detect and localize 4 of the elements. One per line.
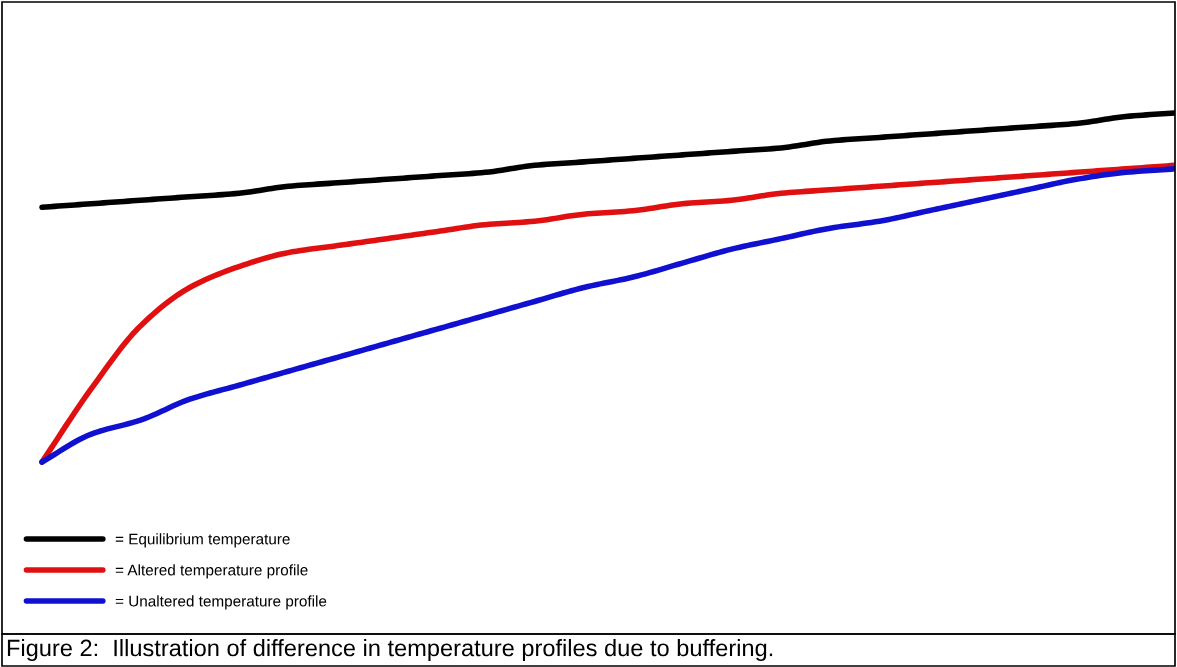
caption: Figure 2: Illustration of difference in temperature profiles due to buffering.: [7, 638, 773, 662]
legend-label: = Altered temperature profile: [115, 564, 308, 579]
legend-label: = Equilibrium temperature: [115, 533, 290, 548]
legend-label: = Unaltered temperature profile: [115, 595, 327, 610]
